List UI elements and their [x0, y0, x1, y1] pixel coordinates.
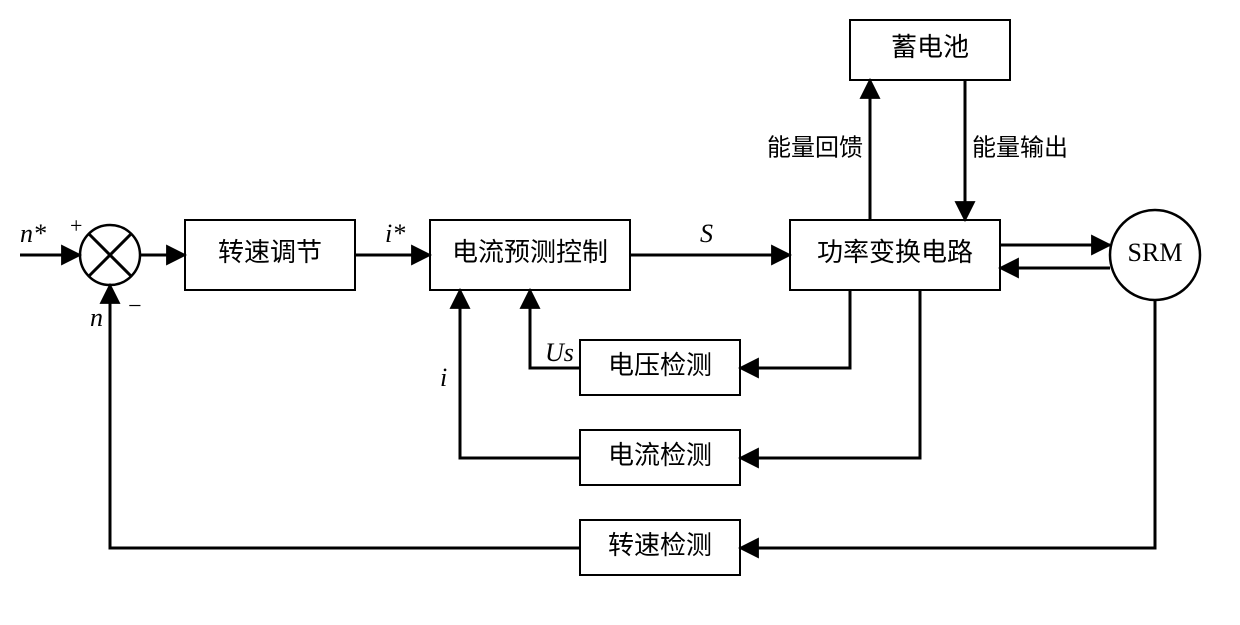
current-pred-label: 电流预测控制 [452, 238, 608, 267]
label-S: S [700, 219, 713, 248]
label-i: i [440, 363, 447, 392]
battery-label: 蓄电池 [891, 33, 969, 62]
label-n: n [90, 303, 103, 332]
speed-reg-label: 转速调节 [218, 238, 322, 267]
label-plus: + [70, 213, 82, 238]
edge-power-currdet [740, 290, 920, 458]
edge-power-voltdet [740, 290, 850, 368]
label-feedback: 能量回馈 [767, 135, 863, 162]
power-conv-label: 功率变换电路 [817, 238, 973, 267]
edge-speeddet-sum [110, 285, 580, 548]
edge-currdet-pred [460, 290, 580, 458]
label-Us: Us [545, 338, 574, 367]
edge-srm-speeddet [740, 300, 1155, 548]
label-output: 能量输出 [972, 135, 1068, 162]
srm-label: SRM [1128, 238, 1183, 267]
label-minus: − [128, 294, 142, 320]
label-iref: i* [385, 219, 405, 248]
current-det-label: 电流检测 [608, 441, 712, 470]
voltage-det-label: 电压检测 [608, 351, 712, 380]
speed-det-label: 转速检测 [608, 531, 712, 560]
label-nref: n* [20, 219, 46, 248]
